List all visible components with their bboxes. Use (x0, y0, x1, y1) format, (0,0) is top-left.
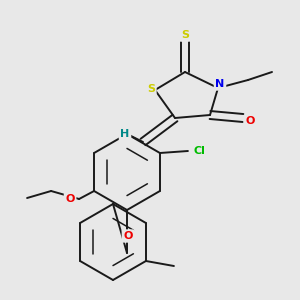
Text: S: S (181, 30, 189, 40)
Text: S: S (147, 84, 155, 94)
Text: N: N (215, 79, 225, 89)
Text: H: H (120, 129, 130, 139)
Text: O: O (65, 194, 75, 204)
Text: O: O (123, 231, 133, 241)
Text: Cl: Cl (194, 146, 206, 156)
Text: O: O (245, 116, 255, 126)
